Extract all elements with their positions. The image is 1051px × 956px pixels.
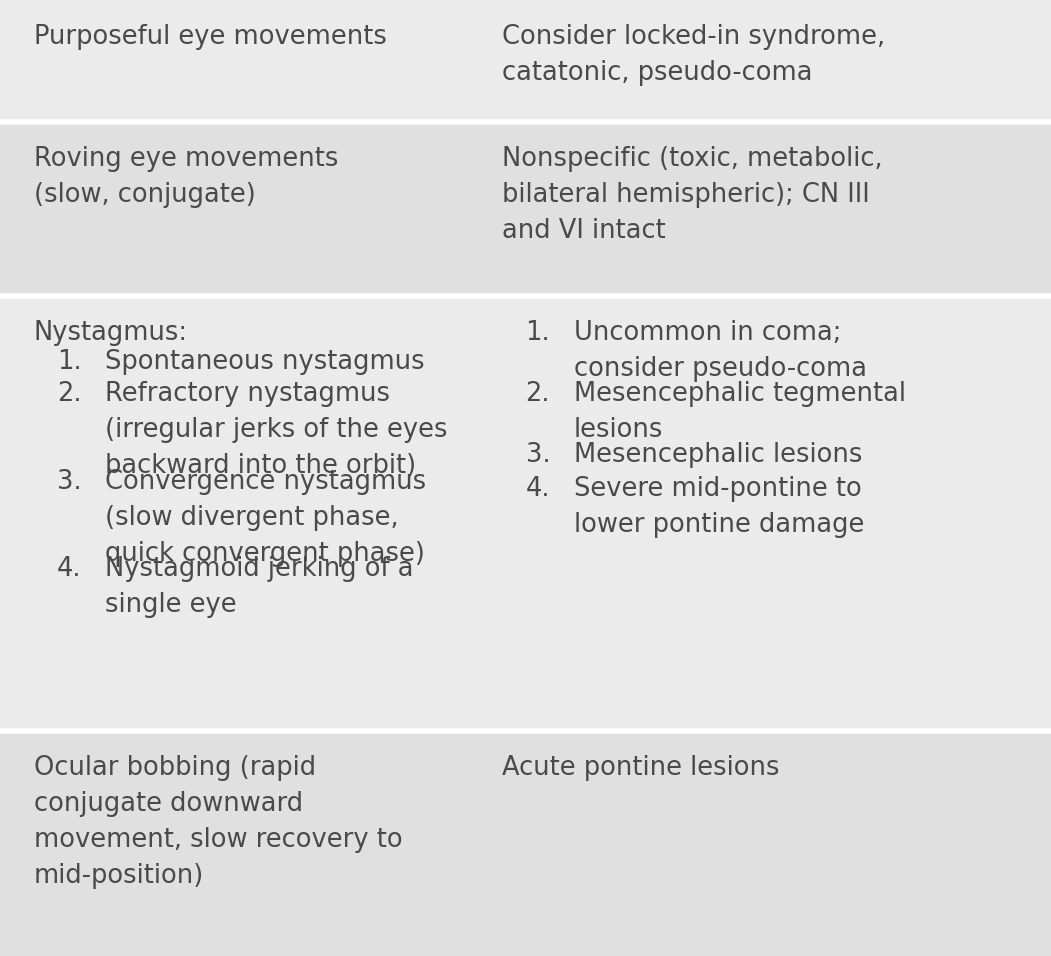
Text: Mesencephalic tegmental
lesions: Mesencephalic tegmental lesions	[574, 381, 906, 444]
Text: Ocular bobbing (rapid
conjugate downward
movement, slow recovery to
mid-position: Ocular bobbing (rapid conjugate downward…	[34, 755, 403, 889]
Text: Nystagmoid jerking of a
single eye: Nystagmoid jerking of a single eye	[105, 556, 414, 619]
Text: Mesencephalic lesions: Mesencephalic lesions	[574, 443, 862, 468]
Text: Spontaneous nystagmus: Spontaneous nystagmus	[105, 349, 425, 376]
Text: Purposeful eye movements: Purposeful eye movements	[34, 24, 387, 50]
Bar	[0, 0, 1051, 122]
Text: 1.: 1.	[526, 320, 550, 346]
Text: 3.: 3.	[57, 468, 81, 494]
Text: Roving eye movements
(slow, conjugate): Roving eye movements (slow, conjugate)	[34, 146, 338, 208]
Text: 1.: 1.	[57, 349, 81, 376]
Text: Nystagmus:: Nystagmus:	[34, 320, 188, 346]
Text: Refractory nystagmus
(irregular jerks of the eyes
backward into the orbit): Refractory nystagmus (irregular jerks of…	[105, 381, 448, 479]
Text: Severe mid-pontine to
lower pontine damage: Severe mid-pontine to lower pontine dama…	[574, 476, 864, 537]
Text: 4.: 4.	[57, 556, 81, 582]
Text: 2.: 2.	[57, 381, 81, 407]
Text: 4.: 4.	[526, 476, 550, 502]
Text: Acute pontine lesions: Acute pontine lesions	[502, 755, 780, 781]
Text: Convergence nystagmus
(slow divergent phase,
quick convergent phase): Convergence nystagmus (slow divergent ph…	[105, 468, 427, 567]
Text: Nonspecific (toxic, metabolic,
bilateral hemispheric); CN III
and VI intact: Nonspecific (toxic, metabolic, bilateral…	[502, 146, 883, 245]
Text: 3.: 3.	[526, 443, 550, 468]
Bar	[0, 731, 1051, 956]
Text: Consider locked-in syndrome,
catatonic, pseudo-coma: Consider locked-in syndrome, catatonic, …	[502, 24, 886, 86]
Text: Uncommon in coma;
consider pseudo-coma: Uncommon in coma; consider pseudo-coma	[574, 320, 867, 382]
Bar	[0, 122, 1051, 296]
Text: 2.: 2.	[526, 381, 550, 407]
Bar	[0, 296, 1051, 731]
